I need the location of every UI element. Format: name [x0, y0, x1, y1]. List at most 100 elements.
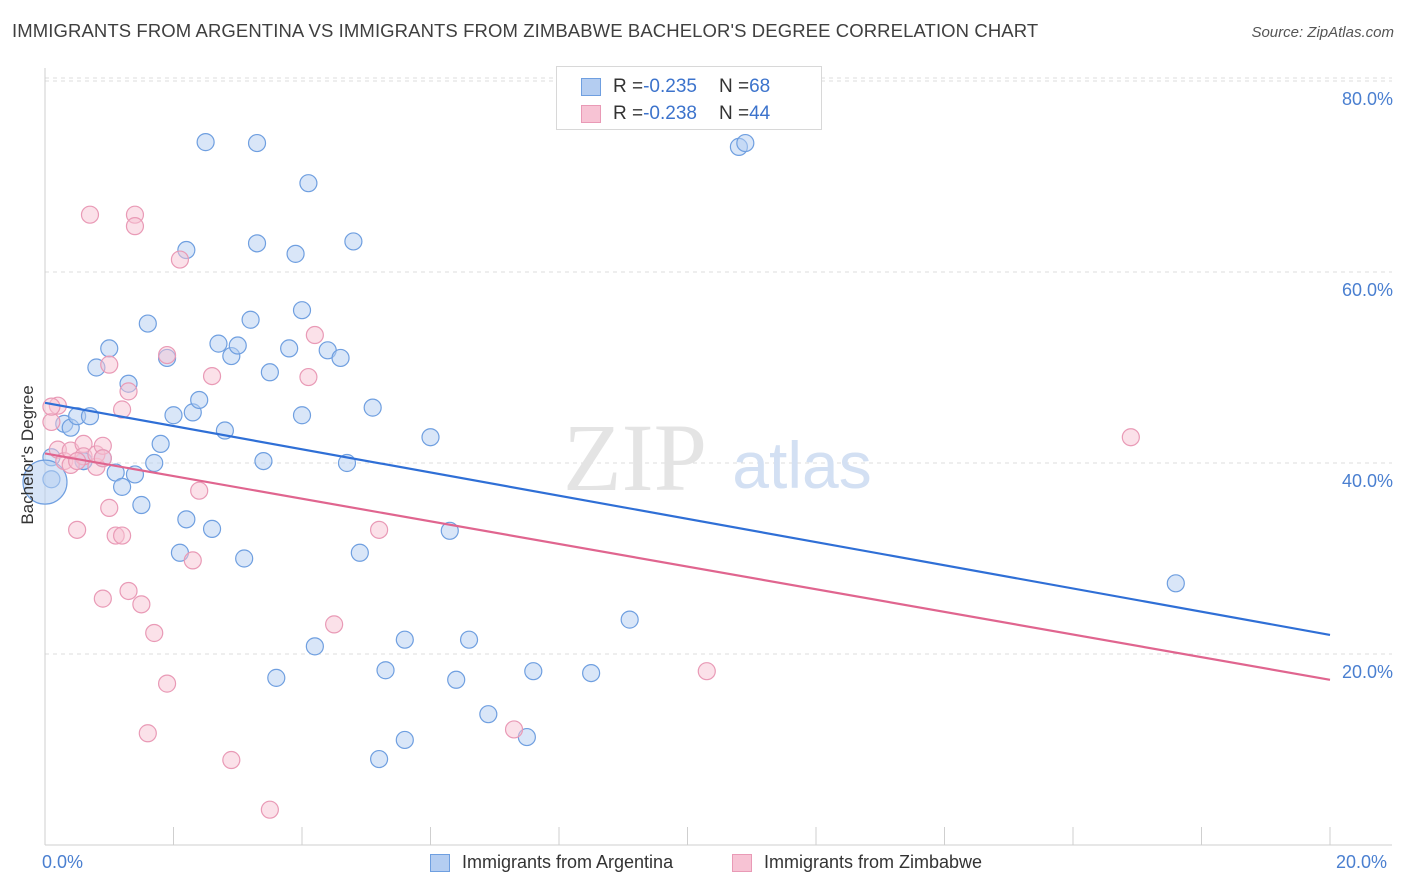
data-point: [190, 481, 209, 500]
data-point: [286, 244, 305, 263]
data-point: [183, 551, 202, 570]
r-value: -0.238: [643, 103, 697, 124]
data-point: [112, 400, 132, 419]
data-point: [132, 495, 151, 515]
data-point: [100, 339, 119, 358]
data-point: [22, 459, 68, 505]
r-label: R =: [613, 76, 644, 97]
data-point: [164, 406, 183, 425]
n-value: 44: [749, 103, 771, 124]
series-zimbabwe: [42, 205, 1140, 819]
data-point: [305, 325, 324, 345]
x-max-label: 20.0%: [1336, 852, 1388, 872]
y-tick-labels: 20.0% 40.0% 60.0% 80.0%: [1342, 89, 1393, 682]
zipatlas-watermark: ZIP atlas: [563, 404, 872, 511]
n-label: N =: [718, 103, 750, 124]
legend-item-argentina[interactable]: Immigrants from Argentina: [430, 852, 673, 873]
data-point: [138, 314, 157, 333]
zimbabwe-legend-swatch: [732, 853, 752, 872]
data-point: [1166, 574, 1185, 593]
zimbabwe-swatch: [581, 105, 601, 123]
data-point: [42, 412, 61, 432]
data-point: [80, 205, 100, 224]
data-points: [22, 133, 1185, 819]
data-point: [363, 398, 382, 417]
data-point: [459, 630, 479, 649]
data-point: [421, 428, 440, 447]
data-point: [93, 589, 112, 608]
data-point: [138, 724, 157, 743]
n-value: 68: [749, 76, 771, 97]
data-point: [299, 174, 318, 193]
data-point: [325, 615, 344, 634]
data-point: [260, 363, 279, 382]
data-point: [119, 382, 138, 401]
argentina-legend-swatch: [430, 853, 450, 872]
data-point: [697, 662, 716, 681]
data-point: [331, 348, 350, 368]
data-point: [370, 520, 389, 539]
data-point: [299, 367, 318, 387]
data-point: [209, 334, 228, 353]
data-point: [241, 310, 260, 329]
data-point: [260, 800, 279, 819]
data-point: [370, 749, 389, 769]
y-axis-label: Bachelor's Degree: [18, 385, 37, 525]
grid-lines: [45, 77, 1392, 655]
data-point: [524, 662, 543, 681]
data-point: [479, 705, 498, 724]
n-label: N =: [718, 76, 750, 97]
data-point: [100, 355, 119, 374]
argentina-swatch: [581, 78, 601, 96]
legend-label-zimbabwe: Immigrants from Zimbabwe: [764, 852, 983, 872]
data-point: [344, 232, 363, 251]
stats-row-zimbabwe: R = -0.238 N = 44: [581, 101, 770, 127]
legend-item-zimbabwe[interactable]: Immigrants from Zimbabwe: [732, 852, 982, 873]
data-point: [145, 623, 164, 643]
data-point: [170, 250, 190, 269]
legend-label-argentina: Immigrants from Argentina: [462, 852, 674, 872]
watermark-atlas: atlas: [732, 428, 871, 502]
data-point: [202, 366, 222, 386]
data-point: [247, 133, 267, 153]
data-point: [447, 670, 466, 689]
data-point: [305, 637, 324, 656]
data-point: [119, 581, 138, 601]
data-point: [395, 630, 414, 649]
data-point: [190, 390, 209, 410]
data-point: [100, 498, 119, 517]
data-point: [504, 720, 524, 739]
data-point: [247, 234, 267, 253]
r-value: -0.235: [643, 76, 697, 97]
data-point: [157, 674, 177, 693]
data-point: [112, 526, 132, 545]
data-point: [132, 595, 151, 614]
stats-legend: R = -0.235 N = 68 R = -0.238 N = 44: [556, 66, 822, 130]
data-point: [280, 339, 299, 358]
x-min-label: 0.0%: [42, 852, 84, 872]
data-point: [151, 434, 170, 453]
data-point: [292, 406, 312, 425]
trend-line-zimbabwe: [44, 452, 1331, 681]
data-point: [235, 549, 254, 568]
trend-line-argentina: [44, 401, 1331, 636]
y-tick-label: 20.0%: [1342, 662, 1393, 682]
data-point: [1121, 428, 1140, 447]
data-point: [42, 397, 61, 416]
data-point: [736, 133, 755, 153]
stats-row-argentina: R = -0.235 N = 68: [581, 74, 770, 100]
trend-lines: [44, 401, 1331, 681]
data-point: [157, 345, 177, 365]
chart-title: IMMIGRANTS FROM ARGENTINA VS IMMIGRANTS …: [12, 20, 1039, 41]
data-point: [125, 217, 145, 236]
data-point: [145, 453, 164, 473]
data-point: [112, 477, 132, 496]
data-point: [68, 520, 87, 539]
data-point: [177, 510, 196, 529]
axes: [44, 68, 1392, 846]
data-point: [292, 301, 312, 320]
data-point: [376, 661, 395, 680]
r-label: R =: [613, 103, 644, 124]
y-tick-label: 60.0%: [1342, 280, 1393, 300]
data-point: [582, 663, 601, 683]
